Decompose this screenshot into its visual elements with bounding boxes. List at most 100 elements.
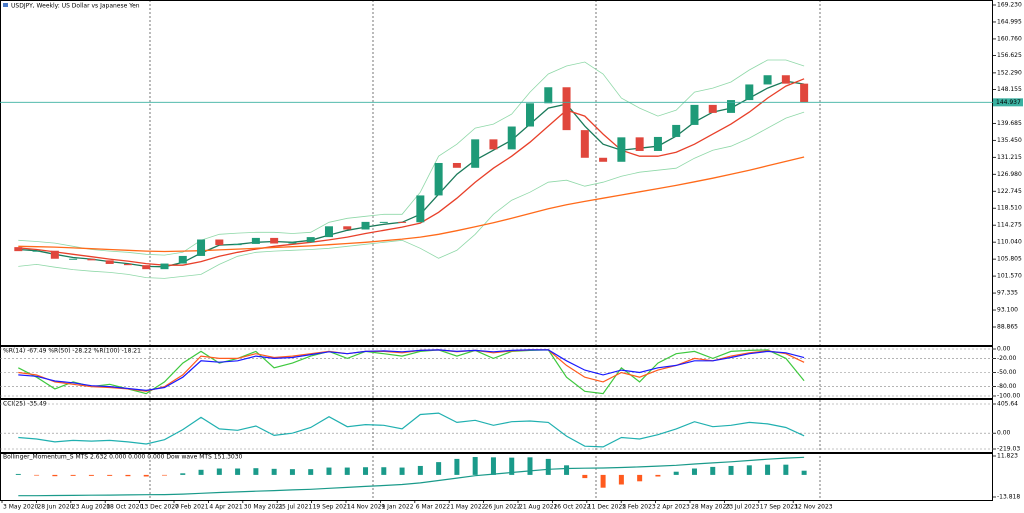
y-tick-label: 148.155 xyxy=(997,86,1022,93)
candle xyxy=(361,221,370,230)
candle xyxy=(123,263,132,266)
histogram-bar xyxy=(143,474,149,477)
candle xyxy=(14,247,23,252)
candle xyxy=(87,258,96,261)
candle xyxy=(471,139,480,168)
period-separators xyxy=(149,0,821,500)
x-tick-label: 23 Jul 2023 xyxy=(725,504,759,511)
histogram-bar xyxy=(162,474,167,476)
histogram-bar xyxy=(363,467,369,475)
y-tick-label: 405.64 xyxy=(997,401,1018,408)
last-price-tag xyxy=(993,98,1023,107)
x-tick-label: 23 Aug 2020 xyxy=(72,504,111,511)
candle xyxy=(727,100,736,113)
symbol-icon xyxy=(3,3,8,7)
histogram-bar xyxy=(691,468,697,475)
histogram-bar xyxy=(454,458,460,475)
x-tick-label: 3 May 2020 xyxy=(3,504,38,511)
candle xyxy=(763,75,772,85)
candle xyxy=(489,139,498,150)
candle xyxy=(800,83,809,103)
y-tick-label: 139.685 xyxy=(997,120,1022,127)
indicator-title: Bollinger_Momentum_S MTS 2.632 0.000 0.0… xyxy=(3,454,243,461)
x-tick-label: 21 Aug 2022 xyxy=(519,504,558,511)
y-tick-label: 152.290 xyxy=(997,69,1022,76)
candle xyxy=(270,237,279,244)
candle xyxy=(708,104,717,113)
candle xyxy=(526,103,534,127)
histogram-bar xyxy=(344,467,350,475)
x-tick-label: 18 Oct 2020 xyxy=(106,504,143,511)
x-tick-label: 30 May 2021 xyxy=(244,504,283,511)
candle xyxy=(781,75,790,84)
y-tick-label: 97.335 xyxy=(997,290,1018,297)
histogram-bar xyxy=(308,469,314,475)
indicator-line xyxy=(18,412,805,448)
x-tick-label: 4 Apr 2021 xyxy=(209,504,242,511)
histogram-bar xyxy=(417,465,423,475)
x-tick-label: 17 Sep 2023 xyxy=(760,504,798,511)
indicator-line xyxy=(18,349,805,395)
candle xyxy=(452,162,461,168)
candle xyxy=(416,195,425,223)
candle xyxy=(142,265,151,270)
candle xyxy=(306,237,315,243)
indicator-line xyxy=(18,59,805,256)
y-tick-label: 126.980 xyxy=(997,171,1022,178)
x-tick-label: 28 May 2023 xyxy=(691,504,730,511)
candle xyxy=(343,226,352,230)
candle xyxy=(544,87,553,104)
y-tick-label: -80.00 xyxy=(997,383,1017,390)
y-tick-label: -13.818 xyxy=(997,494,1020,501)
indicator-line xyxy=(18,78,805,266)
histogram-bar xyxy=(527,457,533,475)
candle xyxy=(251,237,260,244)
candle xyxy=(178,255,187,264)
histogram-bar xyxy=(198,469,204,475)
x-tick-label: 16 Oct 2022 xyxy=(553,504,590,511)
x-tick-label: 28 Jun 2020 xyxy=(37,504,73,511)
candle xyxy=(324,226,333,238)
histogram-bar xyxy=(472,456,478,475)
candle xyxy=(745,84,754,101)
histogram-bar xyxy=(381,467,387,475)
histogram-bar xyxy=(253,468,259,475)
histogram-bar xyxy=(52,474,58,477)
candle xyxy=(617,137,626,162)
histogram-bar xyxy=(70,474,76,476)
histogram-bar xyxy=(180,473,186,475)
x-tick-label: 2 Apr 2023 xyxy=(657,504,690,511)
y-tick-label: 0.00 xyxy=(997,346,1011,353)
chart-title: USDJPY, Weekly: US Dollar vs Japanese Ye… xyxy=(11,3,140,10)
candle xyxy=(197,239,206,256)
y-tick-label: -100.00 xyxy=(997,393,1020,400)
y-tick-label: -50.00 xyxy=(997,369,1017,376)
indicator-line xyxy=(18,349,805,392)
candle xyxy=(653,136,662,151)
x-tick-label: 5 Feb 2023 xyxy=(622,504,656,511)
histogram-bar xyxy=(15,473,21,475)
x-tick-label: 13 Dec 2020 xyxy=(141,504,180,511)
x-tick-label: 12 Nov 2023 xyxy=(794,504,833,511)
histogram-bar xyxy=(801,470,807,475)
histogram-bar xyxy=(399,467,405,475)
y-tick-label: -20.00 xyxy=(997,355,1017,362)
histogram-bar xyxy=(289,469,295,475)
candle xyxy=(562,87,571,131)
candle xyxy=(690,104,699,125)
candle xyxy=(672,124,681,137)
x-tick-label: 7 Feb 2021 xyxy=(175,504,209,511)
histogram-bar xyxy=(509,457,515,475)
histogram-bar xyxy=(582,474,588,479)
cci-panel xyxy=(0,399,993,453)
y-tick-label: 101.570 xyxy=(997,273,1022,280)
histogram-bar xyxy=(710,466,716,475)
candle xyxy=(507,126,516,150)
histogram-bar xyxy=(34,474,40,476)
candle xyxy=(32,250,41,252)
x-tick-label: 25 Jul 2021 xyxy=(278,504,312,511)
candle xyxy=(434,162,443,196)
y-tick-label: -219.03 xyxy=(997,446,1020,453)
